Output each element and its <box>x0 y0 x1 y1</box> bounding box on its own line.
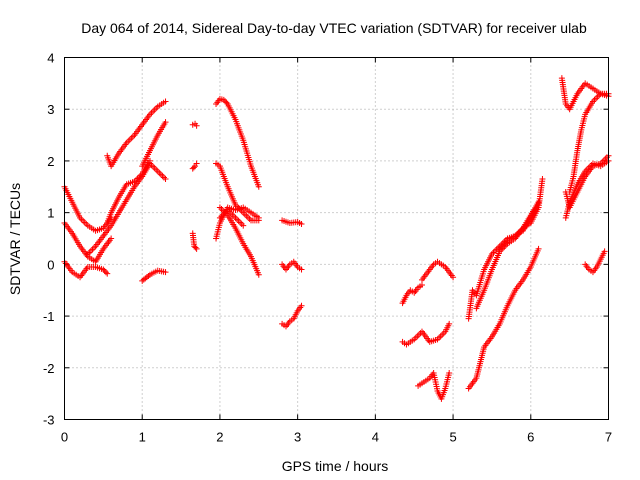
data-point <box>129 133 136 140</box>
x-tick-label: 0 <box>61 430 68 445</box>
x-axis-ticks: 0 1 2 3 4 5 6 7 <box>61 57 612 445</box>
data-point <box>240 222 247 229</box>
data-point <box>415 331 422 338</box>
data-point <box>601 248 608 255</box>
data-points <box>61 75 612 402</box>
data-point <box>230 213 237 220</box>
data-point <box>108 235 115 242</box>
data-point <box>412 334 419 341</box>
data-point <box>190 164 197 171</box>
data-point <box>146 157 153 164</box>
data-point <box>192 244 199 251</box>
y-tick-label: -1 <box>43 309 55 324</box>
y-tick-label: -3 <box>43 413 55 428</box>
data-point <box>193 122 200 129</box>
data-point <box>101 267 108 274</box>
data-point <box>87 247 94 254</box>
data-point <box>128 135 135 142</box>
data-point <box>150 108 157 115</box>
data-point <box>223 99 230 106</box>
x-axis-label: GPS time / hours <box>282 458 389 474</box>
data-point <box>126 136 133 143</box>
data-point <box>234 216 241 223</box>
data-point <box>235 217 242 224</box>
y-tick-label: -2 <box>43 361 55 376</box>
data-point <box>83 221 90 228</box>
x-tick-label: 1 <box>139 430 146 445</box>
data-point <box>193 160 200 167</box>
data-point <box>237 219 244 226</box>
y-tick-label: 1 <box>47 206 54 221</box>
y-tick-label: 2 <box>47 154 54 169</box>
chart-title: Day 064 of 2014, Sidereal Day-to-day VTE… <box>81 20 587 36</box>
data-point <box>80 217 87 224</box>
data-point <box>255 271 262 278</box>
data-point <box>298 266 305 273</box>
data-point <box>446 320 453 327</box>
data-point <box>151 165 158 172</box>
data-point <box>588 162 595 169</box>
y-tick-label: 0 <box>47 257 54 272</box>
grid-lines <box>64 57 609 420</box>
data-point <box>89 246 96 253</box>
data-point <box>439 331 446 338</box>
data-point <box>148 109 155 116</box>
plot-frame <box>64 57 609 420</box>
x-tick-label: 6 <box>527 430 534 445</box>
data-point <box>154 168 161 175</box>
data-point <box>246 215 253 222</box>
data-point <box>151 106 158 113</box>
data-point <box>159 172 166 179</box>
data-point <box>102 269 109 276</box>
data-point <box>150 163 157 170</box>
data-point <box>160 174 167 181</box>
data-point <box>162 269 169 276</box>
data-point <box>104 270 111 277</box>
data-point <box>216 204 223 211</box>
data-point <box>162 98 169 105</box>
data-point <box>238 221 245 228</box>
data-point <box>220 96 227 103</box>
data-point <box>593 95 600 102</box>
data-point <box>437 333 444 340</box>
data-point <box>81 219 88 226</box>
x-tick-label: 7 <box>605 430 612 445</box>
data-point <box>450 274 457 281</box>
data-point <box>125 138 132 145</box>
x-tick-label: 2 <box>216 430 223 445</box>
data-point <box>535 245 542 252</box>
data-point <box>243 212 250 219</box>
data-point <box>153 166 160 173</box>
y-axis-ticks: -3 -2 -1 0 1 2 3 4 <box>43 51 609 428</box>
data-point <box>157 171 164 178</box>
data-point <box>539 176 546 183</box>
data-point <box>232 214 239 221</box>
y-axis-label: SDTVAR / TECUs <box>7 183 23 295</box>
data-point <box>193 245 200 252</box>
x-tick-label: 3 <box>294 430 301 445</box>
y-tick-label: 4 <box>47 51 54 66</box>
data-point <box>222 98 229 105</box>
y-tick-label: 3 <box>47 102 54 117</box>
data-point <box>244 214 251 221</box>
data-point <box>91 244 98 251</box>
data-point <box>162 119 169 126</box>
data-point <box>255 214 262 221</box>
data-point <box>418 282 425 289</box>
data-point <box>298 302 305 309</box>
data-point <box>100 266 107 273</box>
data-point <box>414 333 421 340</box>
x-tick-label: 5 <box>449 430 456 445</box>
data-point <box>591 96 598 103</box>
data-point <box>162 176 169 183</box>
x-tick-label: 4 <box>372 430 379 445</box>
data-point <box>153 105 160 112</box>
data-point <box>255 183 262 190</box>
data-point <box>298 221 305 228</box>
data-point <box>156 169 163 176</box>
data-point <box>446 369 453 376</box>
